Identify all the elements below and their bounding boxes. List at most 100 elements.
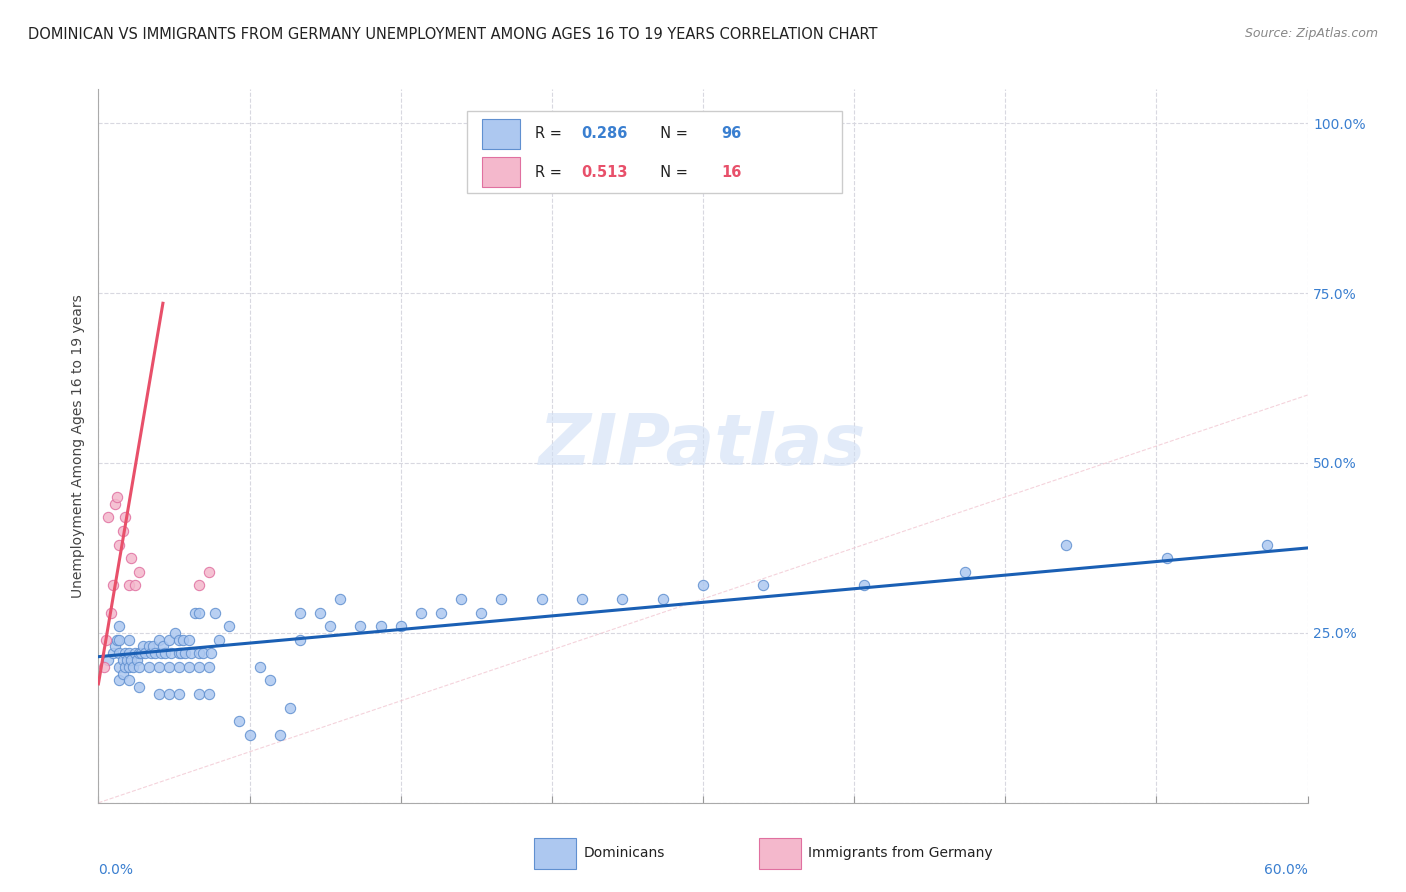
Point (228, 714, 250, 729)
Point (148, 660, 170, 674)
Point (1156, 551, 1178, 566)
Point (97, 510, 120, 524)
Text: 0.513: 0.513 (581, 165, 627, 179)
Point (105, 490, 128, 504)
Point (142, 640, 165, 654)
Point (259, 673, 281, 688)
Point (138, 640, 160, 654)
Point (138, 660, 160, 674)
Point (329, 591, 352, 606)
Point (370, 619, 392, 633)
Point (111, 524, 134, 538)
Point (953, 565, 976, 579)
Point (184, 606, 207, 620)
Point (118, 578, 141, 592)
Point (651, 591, 673, 606)
Point (105, 632, 128, 647)
Point (107, 537, 129, 551)
Point (198, 687, 221, 701)
Point (153, 646, 176, 660)
Point (179, 632, 201, 647)
Text: Source: ZipAtlas.com: Source: ZipAtlas.com (1244, 27, 1378, 40)
Text: 0.286: 0.286 (581, 126, 627, 141)
Point (204, 606, 226, 620)
Point (249, 660, 271, 674)
Point (128, 680, 150, 694)
Point (114, 646, 136, 660)
Point (389, 619, 412, 633)
Point (120, 653, 142, 667)
Point (188, 660, 211, 674)
Text: Immigrants from Germany: Immigrants from Germany (808, 846, 993, 860)
Point (97, 653, 120, 667)
Point (239, 728, 262, 742)
Point (143, 646, 166, 660)
Text: ZIPatlas: ZIPatlas (540, 411, 866, 481)
Text: 0.0%: 0.0% (98, 863, 134, 878)
Point (148, 687, 170, 701)
Point (218, 619, 240, 633)
Point (107, 619, 129, 633)
Point (107, 632, 129, 647)
Point (128, 646, 150, 660)
Point (409, 606, 432, 620)
Text: 96: 96 (721, 126, 741, 141)
Point (167, 646, 190, 660)
Text: DOMINICAN VS IMMIGRANTS FROM GERMANY UNEMPLOYMENT AMONG AGES 16 TO 19 YEARS CORR: DOMINICAN VS IMMIGRANTS FROM GERMANY UNE… (28, 27, 877, 42)
Point (198, 660, 221, 674)
Point (470, 606, 492, 620)
Point (128, 565, 150, 579)
Point (692, 578, 714, 592)
Text: Dominicans: Dominicans (583, 846, 665, 860)
Point (124, 646, 146, 660)
Point (132, 640, 155, 654)
Point (571, 591, 593, 606)
Point (167, 687, 190, 701)
Point (148, 632, 170, 647)
Point (167, 632, 190, 647)
Point (157, 632, 180, 647)
FancyBboxPatch shape (534, 838, 576, 869)
Point (193, 646, 215, 660)
Point (172, 632, 194, 647)
Point (100, 606, 122, 620)
Point (174, 646, 197, 660)
Point (93, 660, 115, 674)
Point (118, 646, 141, 660)
Point (170, 646, 193, 660)
Point (167, 660, 190, 674)
Point (114, 510, 136, 524)
Text: R =: R = (534, 165, 567, 179)
Text: N =: N = (651, 165, 693, 179)
Text: 60.0%: 60.0% (1264, 863, 1308, 878)
Point (752, 578, 775, 592)
Point (612, 591, 634, 606)
Point (208, 632, 231, 647)
Point (430, 606, 453, 620)
Point (111, 653, 134, 667)
Text: N =: N = (651, 126, 693, 141)
Point (129, 646, 152, 660)
Point (107, 673, 129, 688)
Point (120, 551, 142, 566)
Point (180, 646, 202, 660)
Point (188, 646, 211, 660)
Y-axis label: Unemployment Among Ages 16 to 19 years: Unemployment Among Ages 16 to 19 years (72, 294, 86, 598)
Point (530, 591, 553, 606)
Point (160, 646, 183, 660)
Point (349, 619, 371, 633)
Point (1054, 537, 1077, 551)
Point (188, 687, 211, 701)
Point (198, 565, 221, 579)
Point (134, 646, 156, 660)
Point (125, 653, 148, 667)
Point (188, 606, 211, 620)
Text: 16: 16 (721, 165, 741, 179)
Point (288, 606, 311, 620)
Point (179, 660, 201, 674)
Point (101, 646, 124, 660)
Point (121, 660, 143, 674)
Text: R =: R = (534, 126, 567, 141)
Point (200, 646, 222, 660)
Point (111, 666, 134, 681)
